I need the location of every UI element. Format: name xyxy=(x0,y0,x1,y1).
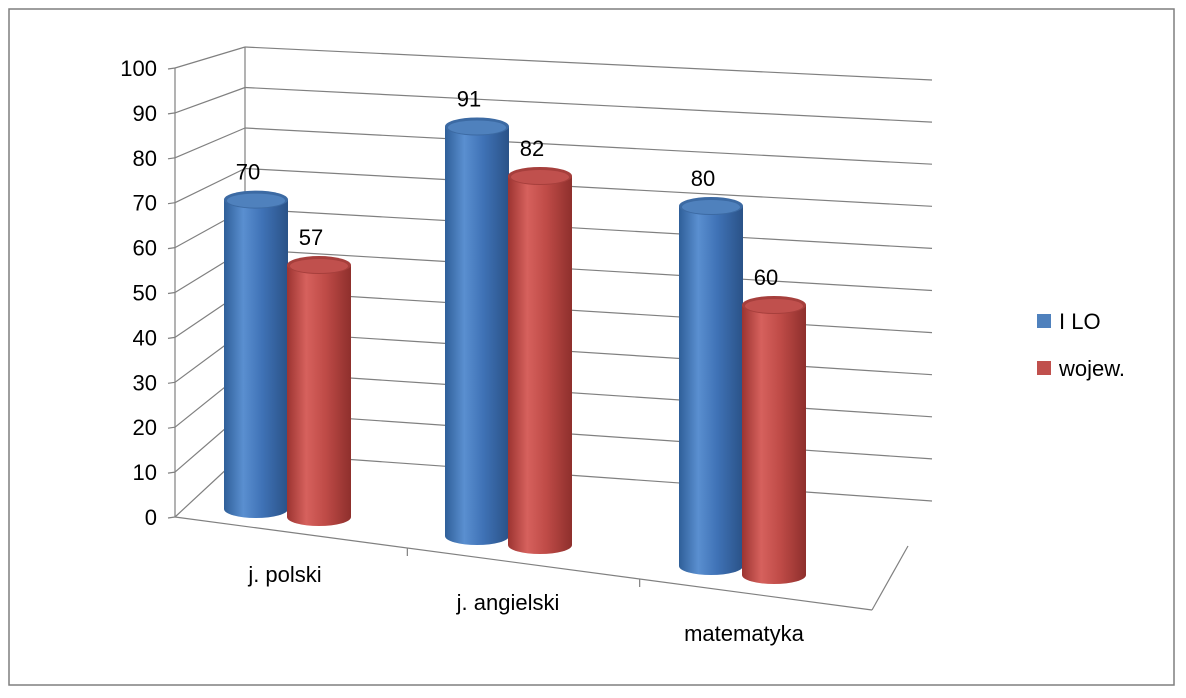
y-tick-label: 40 xyxy=(133,325,157,350)
gridline-side xyxy=(174,167,246,204)
y-tick-label: 50 xyxy=(133,281,157,306)
data-label: 70 xyxy=(236,160,260,185)
y-tick-mark xyxy=(167,67,176,70)
gridline xyxy=(244,410,933,460)
cylinder-bar xyxy=(287,256,351,526)
y-tick-label: 70 xyxy=(133,191,157,216)
gridline xyxy=(244,370,933,418)
chart-border xyxy=(8,8,1175,686)
y-tick-label: 30 xyxy=(133,370,157,395)
cylinder-body xyxy=(224,199,288,518)
gridline xyxy=(244,46,933,81)
data-label: 91 xyxy=(457,87,481,112)
bars xyxy=(224,117,806,584)
legend-swatch xyxy=(1037,361,1051,375)
x-tick-label: j. angielski xyxy=(456,590,560,615)
cylinder-body xyxy=(287,265,351,526)
y-tick-label: 90 xyxy=(133,101,157,126)
gridline xyxy=(244,248,933,292)
cylinder-bar xyxy=(224,190,288,518)
floor-right-edge xyxy=(871,545,909,611)
data-labels: 70 57 91 82 80 60 xyxy=(236,87,778,291)
cylinder-body xyxy=(679,206,743,575)
cylinder-top-face xyxy=(682,200,740,214)
x-tick-label: matematyka xyxy=(684,621,805,646)
cylinder-top-face xyxy=(448,120,506,135)
gridline-side xyxy=(174,46,246,69)
gridline xyxy=(244,289,933,334)
cylinder-bar xyxy=(508,167,572,554)
y-tick-label: 60 xyxy=(133,236,157,261)
gridline xyxy=(244,451,933,502)
legend: I LO wojew. xyxy=(1037,309,1125,381)
y-tick-mark xyxy=(167,112,176,115)
y-tick-mark xyxy=(167,516,176,519)
y-tick-mark xyxy=(167,471,176,474)
y-tick-mark xyxy=(167,247,176,250)
y-tick-mark xyxy=(167,202,176,205)
cylinder-top-face xyxy=(290,259,348,274)
y-tick-mark xyxy=(167,157,176,160)
cylinder-top-face xyxy=(511,170,569,184)
gridline xyxy=(244,127,933,165)
legend-label: I LO xyxy=(1059,309,1101,334)
y-tick-mark xyxy=(167,336,176,339)
gridline xyxy=(244,86,933,123)
y-tick-label: 20 xyxy=(133,415,157,440)
x-axis-front xyxy=(174,516,873,611)
cylinder-body xyxy=(742,305,806,584)
cylinder-body xyxy=(508,176,572,554)
gridline xyxy=(244,167,933,207)
data-label: 57 xyxy=(299,225,323,250)
legend-label: wojew. xyxy=(1058,356,1125,381)
y-tick-label: 80 xyxy=(133,146,157,171)
cylinder-bar xyxy=(445,117,509,545)
y-tick-mark xyxy=(167,381,176,384)
legend-swatch xyxy=(1037,314,1051,328)
cylinder-top-face xyxy=(745,299,803,313)
y-tick-label: 0 xyxy=(145,505,157,530)
y-tick-mark xyxy=(167,426,176,429)
y-tick-mark xyxy=(167,291,176,295)
gridline xyxy=(244,208,933,249)
x-tick-label: j. polski xyxy=(247,562,321,587)
data-label: 82 xyxy=(520,136,544,161)
data-label: 60 xyxy=(754,265,778,290)
gridline-side xyxy=(174,127,246,159)
data-label: 80 xyxy=(691,166,715,191)
cylinder-top-face xyxy=(227,193,285,208)
axes: 0 10 20 30 40 50 60 70 80 90 100 j. polski j. angiel… xyxy=(120,47,909,646)
y-tick-label: 100 xyxy=(120,56,157,81)
cylinder-bar xyxy=(679,197,743,575)
y-tick-label: 10 xyxy=(133,460,157,485)
cylinder-bar xyxy=(742,296,806,584)
gridline-side xyxy=(174,86,246,114)
gridline xyxy=(244,329,933,376)
cylinder-body xyxy=(445,126,509,545)
